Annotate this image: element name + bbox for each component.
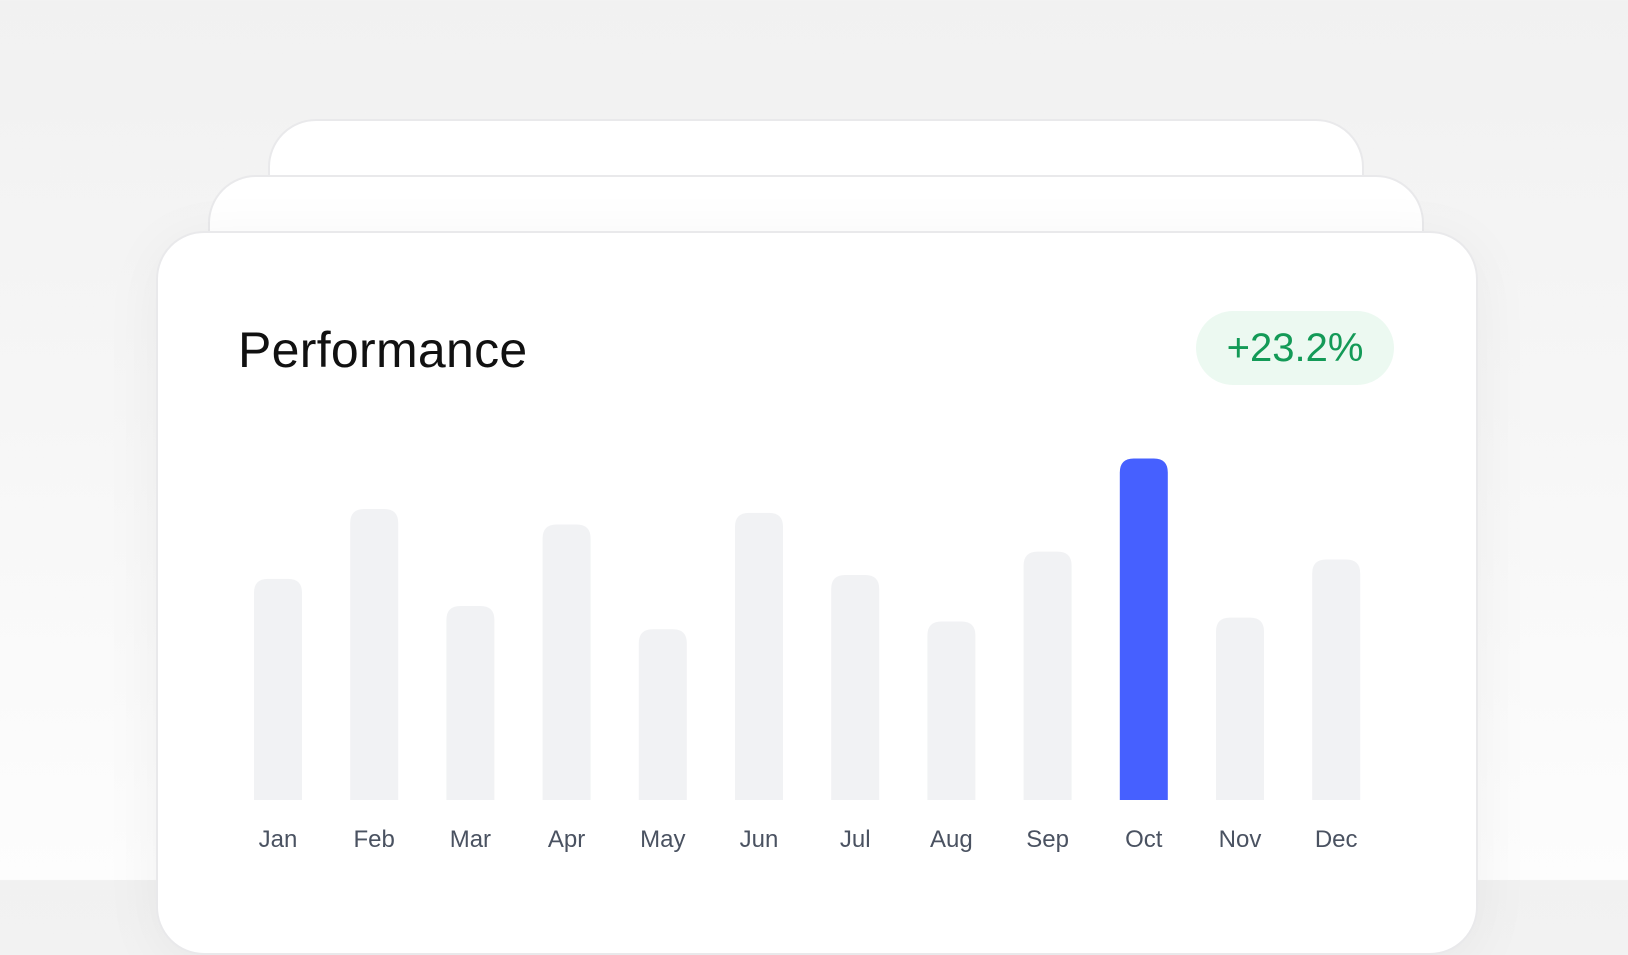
x-tick-label-nov: Nov [1219,826,1262,853]
bar-oct [1119,458,1168,800]
x-tick-label-apr: Apr [548,826,585,853]
bar-dec [1312,559,1361,800]
bar-mar [446,606,495,800]
x-tick-label-sep: Sep [1026,826,1069,853]
bar-may [638,629,687,800]
x-tick-label-jan: Jan [259,826,298,853]
x-tick-label-aug: Aug [930,826,973,853]
bar-apr [542,524,591,800]
performance-bar-chart: Jan Feb Mar Apr May Jun Jul Aug Sep Oct Nov Dec [254,458,1361,853]
x-tick-label-jul: Jul [840,826,871,853]
x-tick-label-jun: Jun [740,826,779,853]
x-tick-label-dec: Dec [1315,826,1358,853]
card-title: Performance [238,322,528,378]
bar-nov [1216,617,1264,800]
bar-jul [831,574,880,800]
bar-aug [927,621,976,800]
bar-sep [1023,551,1072,800]
performance-delta-badge: +23.2% [1196,311,1394,385]
performance-card: Performance +23.2% Jan Feb Mar Apr May Jun Jul… [156,231,1478,955]
x-tick-label-may: May [640,826,685,853]
x-tick-label-feb: Feb [354,826,395,853]
x-tick-label-mar: Mar [450,826,491,853]
bar-jun [735,512,783,800]
x-tick-label-oct: Oct [1125,826,1163,853]
bar-jan [254,578,302,800]
bar-feb [350,509,399,800]
